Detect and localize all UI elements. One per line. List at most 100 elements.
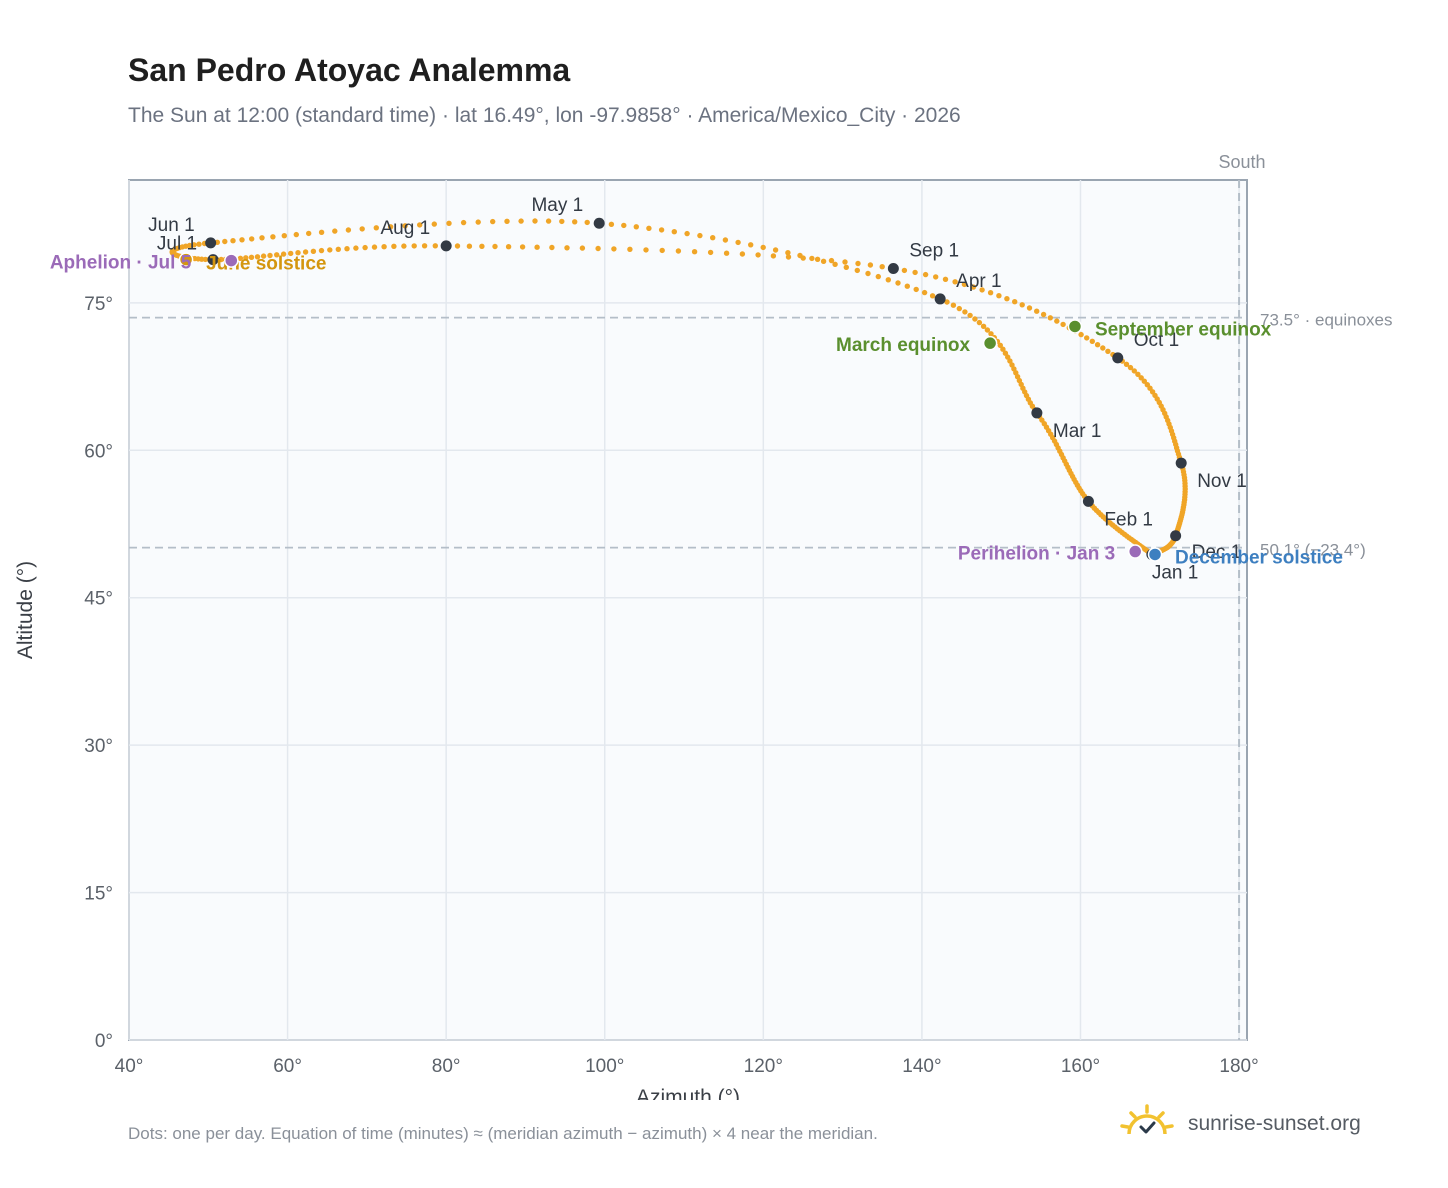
day-dot	[391, 243, 397, 249]
plot-area	[128, 179, 1248, 1041]
day-dot	[564, 245, 570, 251]
event-marker	[178, 252, 194, 267]
month-label: Aug 1	[381, 218, 431, 239]
day-dot	[1078, 331, 1084, 338]
day-dot	[479, 243, 485, 249]
day-dot	[912, 269, 918, 276]
day-dot	[760, 244, 766, 251]
day-dot	[879, 264, 885, 270]
day-dot	[237, 255, 244, 261]
day-dot	[1047, 315, 1054, 321]
event-marker	[1067, 319, 1083, 334]
x-axis-label: Azimuth (°)	[636, 1086, 740, 1100]
day-dot	[832, 261, 838, 267]
month-marker	[207, 254, 219, 266]
sun-logo-icon	[1120, 1104, 1174, 1135]
month-label: Mar 1	[1053, 421, 1102, 442]
day-dot	[987, 290, 994, 296]
day-dot	[1127, 364, 1134, 371]
day-dot	[248, 254, 255, 260]
day-dot	[865, 270, 871, 277]
day-dot	[532, 218, 538, 224]
y-tick-label: 30°	[84, 736, 113, 757]
day-dot	[921, 289, 928, 296]
month-label: Dec 1	[1192, 542, 1242, 563]
day-dot	[1000, 346, 1006, 352]
day-dot	[432, 243, 438, 249]
day-dot	[646, 225, 652, 231]
day-dot	[421, 243, 428, 249]
month-marker	[1112, 352, 1124, 364]
day-dot	[854, 267, 860, 274]
y-tick-label: 0°	[95, 1031, 113, 1052]
day-dot	[627, 246, 633, 252]
day-dot	[785, 250, 791, 256]
day-dot	[295, 250, 301, 256]
x-tick-label: 160°	[1061, 1056, 1100, 1077]
day-dot	[584, 219, 590, 226]
day-dot	[809, 255, 815, 262]
event-label: June solstice	[206, 254, 326, 275]
day-dot	[842, 259, 848, 265]
day-dot	[222, 238, 228, 245]
brand[interactable]: sunrise-sunset.org	[1120, 1104, 1361, 1144]
day-dot	[417, 222, 423, 228]
month-label: Oct 1	[1134, 330, 1179, 351]
month-marker	[440, 240, 452, 252]
month-marker	[205, 237, 217, 249]
day-dot	[243, 255, 249, 261]
day-dot	[1094, 342, 1101, 348]
event-label: September equinox	[1095, 319, 1272, 340]
day-dot	[828, 257, 835, 264]
day-dot	[191, 242, 197, 248]
y-tick-label: 45°	[84, 589, 113, 610]
day-dot	[218, 256, 224, 263]
day-dot	[327, 247, 333, 253]
month-marker	[934, 293, 946, 305]
event-markers: March equinox September equinox June solst…	[50, 252, 1343, 568]
day-dot	[671, 229, 677, 235]
day-dot	[518, 218, 524, 224]
month-label: Sep 1	[909, 240, 959, 261]
day-dot	[929, 293, 936, 299]
day-dot	[875, 273, 881, 280]
brand-name: sunrise-sunset.org	[1188, 1112, 1361, 1135]
day-dot	[519, 244, 526, 250]
day-dot	[353, 245, 359, 251]
day-dot	[466, 243, 473, 249]
day-dot	[710, 235, 716, 241]
day-dot	[739, 251, 746, 257]
month-marker	[1170, 530, 1182, 542]
y-axis-label: Altitude (°)	[14, 561, 37, 659]
day-dot	[952, 279, 958, 285]
chart-subtitle: The Sun at 12:00 (standard time) · lat 1…	[128, 104, 961, 127]
x-tick-label: 80°	[432, 1056, 461, 1077]
day-dot	[770, 253, 777, 259]
day-dot	[913, 286, 919, 293]
day-dot	[820, 258, 827, 264]
day-dot	[460, 219, 467, 226]
analemma-chart: 73.5° · equinoxes 50.1° (−23.4°) Jan 1 Feb…	[14, 152, 1393, 1100]
event-label: March equinox	[836, 335, 971, 356]
x-tick-label: 40°	[115, 1056, 144, 1077]
day-dot	[633, 224, 639, 230]
day-dot	[1019, 302, 1025, 308]
day-dot	[867, 262, 874, 268]
day-dot	[381, 244, 387, 250]
day-dot	[843, 264, 849, 270]
day-dot	[944, 299, 950, 305]
reference-line-label: 50.1° (−23.4°)	[1260, 541, 1366, 560]
day-dot	[984, 327, 991, 333]
day-dot	[979, 287, 985, 293]
day-dot	[904, 283, 910, 289]
day-dot	[454, 243, 461, 249]
day-dot	[621, 222, 627, 229]
day-dot	[310, 248, 317, 254]
day-dot	[239, 237, 245, 243]
day-dot	[446, 220, 452, 226]
day-dot	[373, 225, 379, 231]
day-dot	[901, 267, 908, 274]
day-dot	[970, 284, 977, 290]
day-dot	[980, 323, 987, 329]
day-dot	[371, 244, 378, 250]
